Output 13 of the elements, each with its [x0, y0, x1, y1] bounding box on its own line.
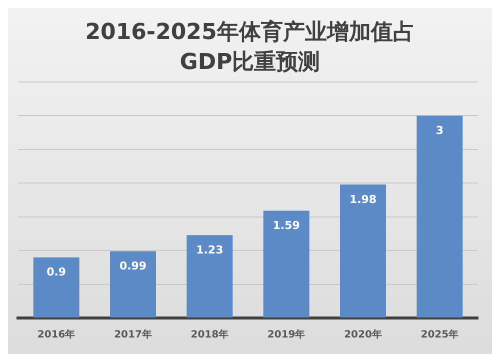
- data-label: 1.59: [272, 219, 300, 232]
- data-label: 3: [436, 124, 444, 138]
- x-tick-label: 2019年: [267, 328, 306, 341]
- x-tick-label: 2020年: [344, 328, 382, 341]
- data-label: 0.9: [46, 266, 66, 279]
- data-label: 0.99: [119, 260, 147, 273]
- x-tick-label: 2016年: [37, 328, 76, 341]
- data-label: 1.98: [349, 192, 377, 206]
- x-tick-label: 2018年: [190, 328, 229, 341]
- chart-title: 2016-2025年体育产业增加值占GDP比重预测: [84, 18, 416, 77]
- x-tick-label: 2025年: [420, 328, 459, 341]
- data-label: 1.23: [196, 243, 224, 256]
- x-tick-label: 2017年: [114, 328, 152, 341]
